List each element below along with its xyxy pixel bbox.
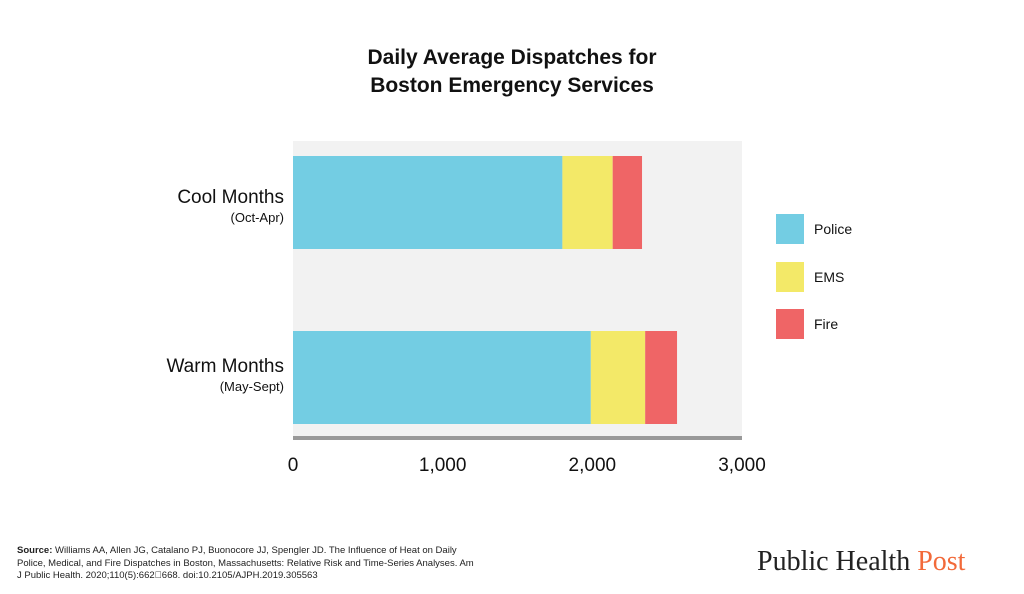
legend-label: Police <box>814 221 853 237</box>
legend-swatch <box>776 262 804 292</box>
x-tick-label: 1,000 <box>419 455 467 476</box>
x-tick-label: 2,000 <box>569 455 617 476</box>
bar-police <box>293 156 563 249</box>
legend-label: Fire <box>814 316 839 332</box>
category-label: Warm Months <box>166 356 284 377</box>
title-line-1: Daily Average Dispatches for <box>367 46 657 69</box>
title-line-2: Boston Emergency Services <box>370 74 654 97</box>
category-sublabel: (May-Sept) <box>219 379 284 394</box>
source-citation: Source: Williams AA, Allen JG, Catalano … <box>17 545 477 583</box>
category-label-warm: Warm Months (May-Sept) <box>166 356 284 396</box>
bar-ems <box>562 156 613 249</box>
x-axis-line <box>293 436 742 440</box>
bar-police <box>293 331 591 424</box>
category-label-cool: Cool Months (Oct-Apr) <box>177 187 284 227</box>
category-label: Cool Months <box>177 187 284 208</box>
logo-text-accent: Post <box>917 546 966 577</box>
source-label: Source: <box>17 545 53 556</box>
bar-fire <box>612 156 643 249</box>
legend-swatch <box>776 309 804 339</box>
legend-swatch <box>776 214 804 244</box>
x-tick-label: 3,000 <box>718 455 766 476</box>
chart-title: Daily Average Dispatches for Boston Emer… <box>0 44 1024 100</box>
x-tick-label: 0 <box>288 455 299 476</box>
legend-item-police: Police <box>776 214 852 244</box>
bar-fire <box>645 331 678 424</box>
public-health-post-logo: Public Health Post <box>757 546 965 578</box>
legend-item-fire: Fire <box>776 309 838 339</box>
legend-item-ems: EMS <box>776 262 844 292</box>
category-sublabel: (Oct-Apr) <box>230 210 284 225</box>
logo-text: Public Health <box>757 546 918 577</box>
source-text: Williams AA, Allen JG, Catalano PJ, Buon… <box>17 545 474 581</box>
bar-ems <box>590 331 646 424</box>
legend-label: EMS <box>814 269 845 285</box>
